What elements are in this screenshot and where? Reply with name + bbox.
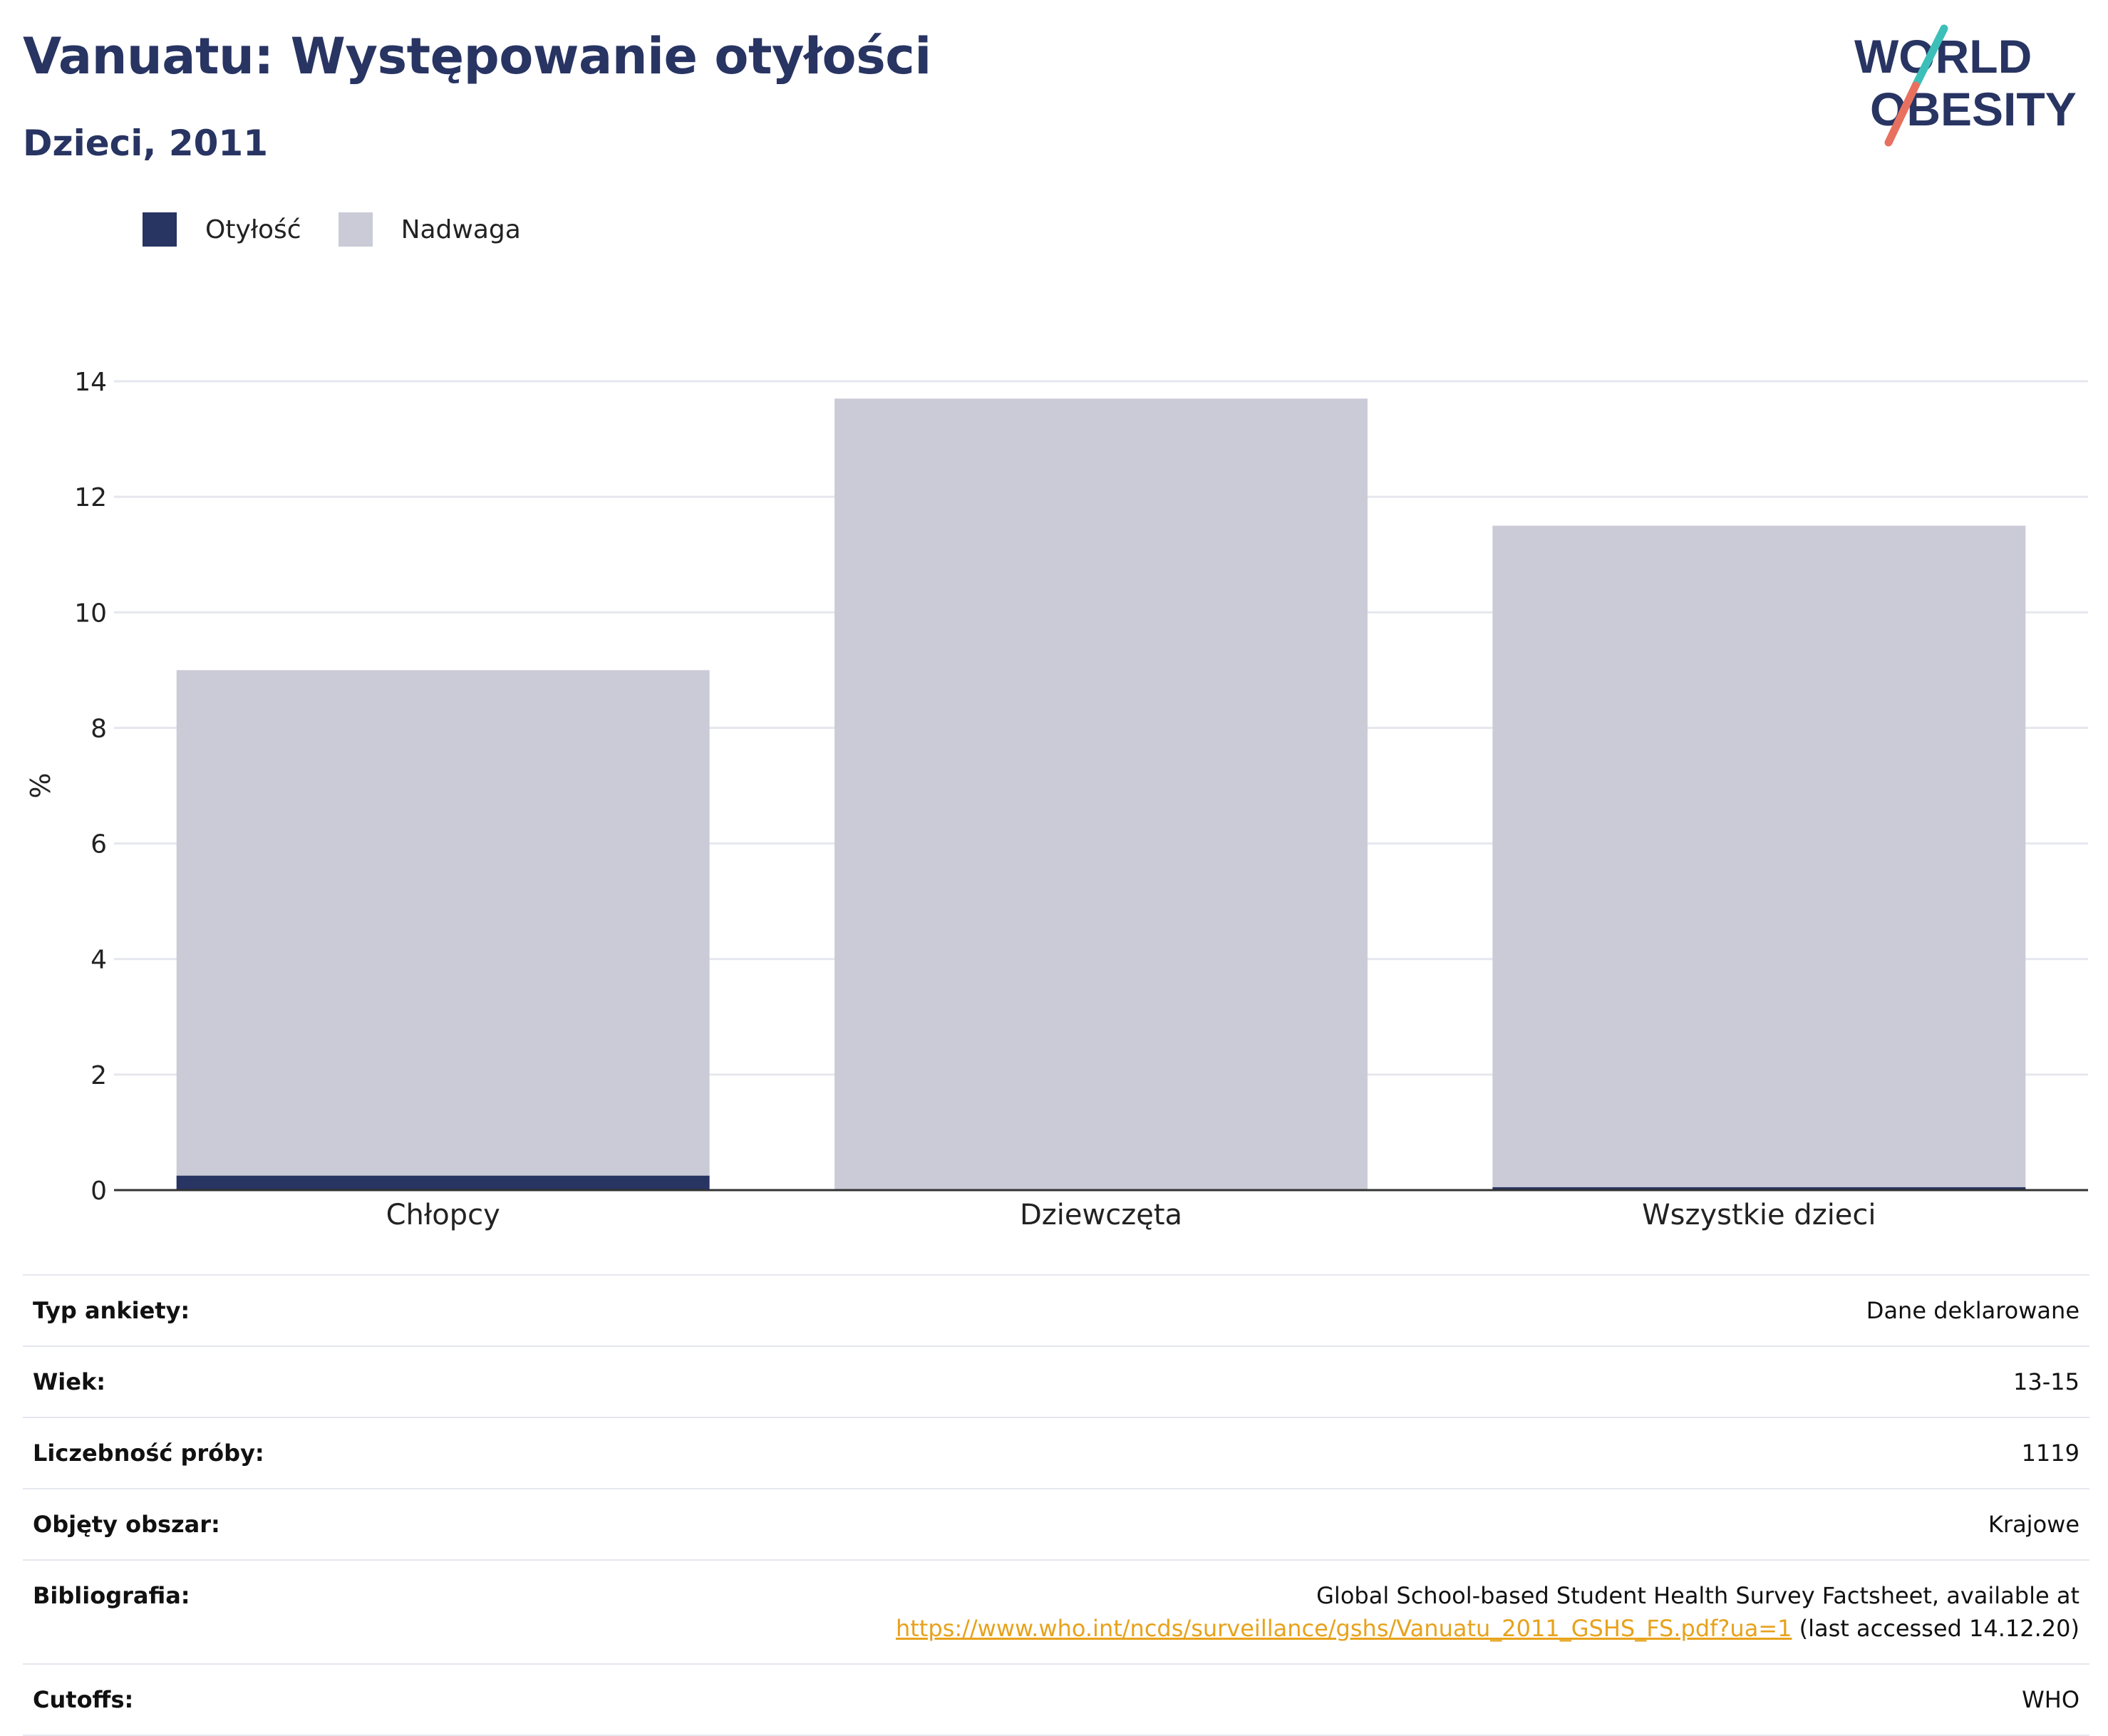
info-row-sample-size: Liczebność próby: 1119 — [23, 1417, 2089, 1489]
bar-otyłość — [176, 1175, 710, 1190]
y-axis-label: % — [25, 773, 56, 798]
page-subtitle: Dzieci, 2011 — [23, 123, 268, 164]
bibliography-text: Global School-based Student Health Surve… — [1316, 1582, 2079, 1609]
info-key: Cutoffs: — [33, 1686, 134, 1713]
info-row-survey-type: Typ ankiety: Dane deklarowane — [23, 1275, 2089, 1346]
chart-legend: Otyłość Nadwaga — [143, 212, 558, 247]
info-row-area: Objęty obszar: Krajowe — [23, 1489, 2089, 1560]
legend-item-overweight[interactable]: Nadwaga — [338, 212, 521, 247]
legend-swatch-overweight — [338, 212, 373, 247]
y-tick-label: 0 — [91, 1177, 107, 1206]
legend-swatch-obesity — [143, 212, 177, 247]
info-value-bibliography: Global School-based Student Health Surve… — [849, 1560, 2089, 1664]
legend-label-overweight: Nadwaga — [401, 215, 521, 244]
y-tick-label: 8 — [91, 714, 107, 743]
bar-chart: 0 2 4 6 8 10 12 14% Chłopcy Dziewczęta Wszystkie d… — [25, 368, 2088, 1231]
bar-otyłość — [1492, 1187, 2026, 1190]
logo-slash-bottom — [1884, 81, 1920, 147]
y-tick-label: 10 — [74, 599, 107, 628]
info-value: Krajowe — [1988, 1511, 2079, 1538]
y-tick-label: 2 — [91, 1061, 107, 1090]
bar-nadwaga — [176, 670, 710, 1190]
info-key: Wiek: — [33, 1368, 106, 1395]
bar-nadwaga — [835, 398, 1368, 1190]
x-tick-label: Dziewczęta — [1020, 1199, 1182, 1231]
info-value: 13-15 — [2013, 1368, 2079, 1395]
y-tick-label: 6 — [91, 830, 107, 859]
info-value: WHO — [2022, 1686, 2079, 1713]
y-tick-label: 12 — [74, 483, 107, 512]
info-row-age: Wiek: 13-15 — [23, 1346, 2089, 1417]
y-tick-label: 4 — [91, 946, 107, 975]
bibliography-link[interactable]: https://www.who.int/ncds/surveillance/gs… — [895, 1615, 1792, 1642]
info-row-bibliography: Bibliografia: Global School-based Studen… — [23, 1560, 2089, 1664]
info-row-cutoffs: Cutoffs: WHO — [23, 1664, 2089, 1735]
info-key: Typ ankiety: — [33, 1297, 190, 1324]
info-key: Liczebność próby: — [33, 1440, 264, 1467]
page-title: Vanuatu: Występowanie otyłości — [23, 27, 931, 86]
legend-label-obesity: Otyłość — [205, 215, 301, 244]
bibliography-suffix: (last accessed 14.12.20) — [1792, 1615, 2079, 1642]
x-tick-label: Chłopcy — [386, 1199, 500, 1231]
info-key: Objęty obszar: — [33, 1511, 220, 1538]
survey-info-table: Typ ankiety: Dane deklarowane Wiek: 13-1… — [23, 1274, 2089, 1736]
y-tick-label: 14 — [74, 368, 107, 397]
logo-slash-top — [1911, 24, 1948, 90]
info-value: Dane deklarowane — [1866, 1297, 2079, 1324]
x-tick-label: Wszystkie dzieci — [1642, 1199, 1876, 1231]
legend-item-obesity[interactable]: Otyłość — [143, 212, 301, 247]
bar-nadwaga — [1492, 525, 2026, 1190]
info-value: 1119 — [2021, 1440, 2079, 1467]
world-obesity-logo: WORLD OBESITY — [1854, 24, 2077, 147]
info-key: Bibliografia: — [33, 1582, 190, 1609]
